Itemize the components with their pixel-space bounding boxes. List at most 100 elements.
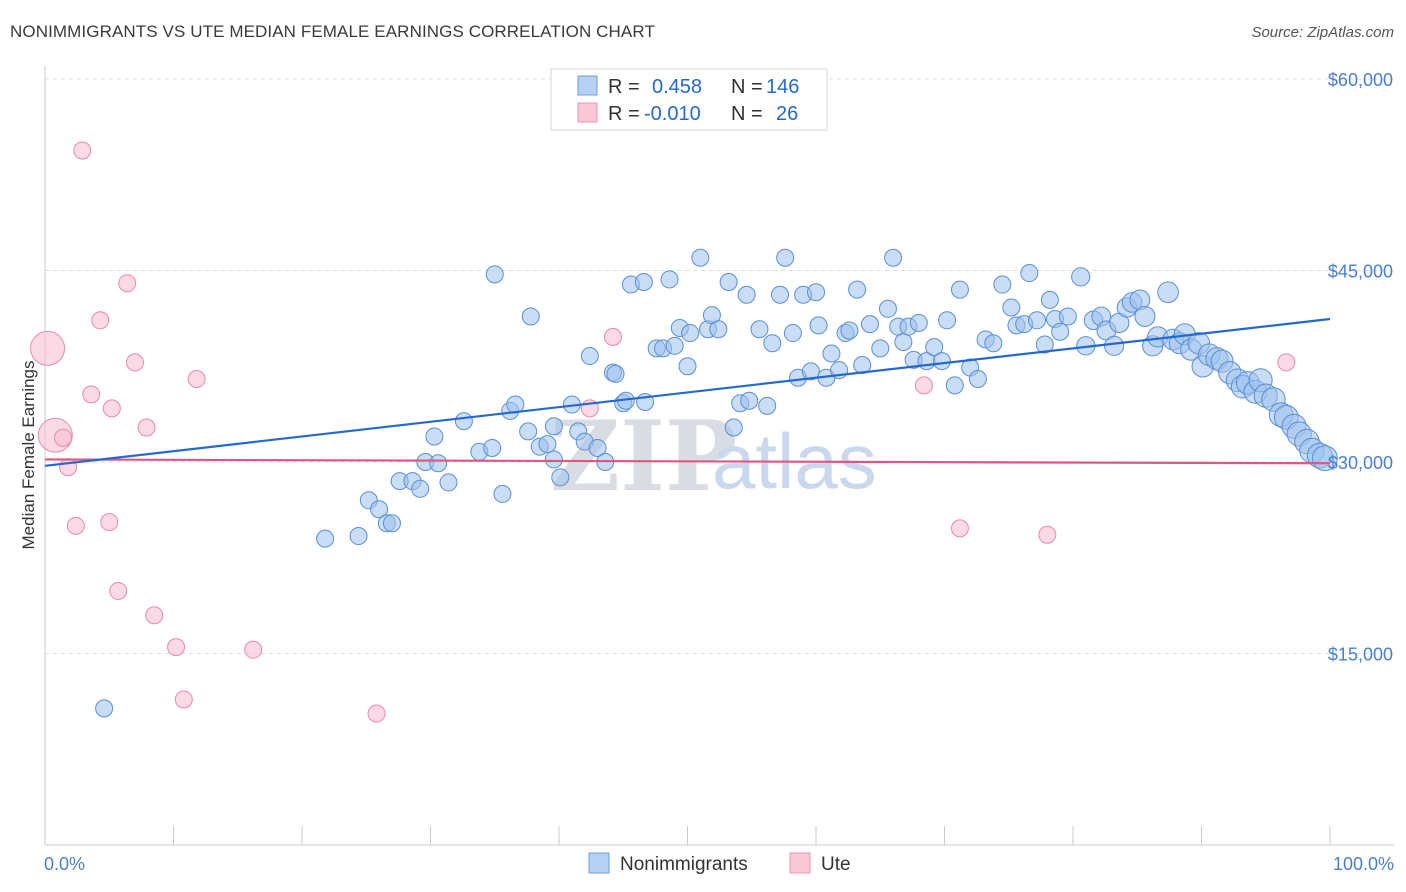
nonimmigrants-point	[1020, 264, 1039, 283]
nonimmigrants-point	[709, 320, 728, 339]
bottom-legend-ute: Ute	[821, 854, 851, 875]
watermark-zip: ZIP	[550, 400, 737, 513]
ute-point	[167, 638, 186, 657]
ute-point	[53, 428, 72, 447]
nonimmigrants-point	[551, 468, 570, 487]
bottom-legend-swatch-nonimmigrants	[588, 852, 610, 874]
nonimmigrants-point	[783, 324, 802, 343]
nonimmigrants-point	[454, 412, 473, 431]
x-tick-label-min: 0.0%	[44, 854, 85, 874]
nonimmigrants-point	[544, 450, 563, 469]
nonimmigrants-point	[758, 396, 777, 415]
nonimmigrants-point	[968, 370, 987, 389]
nonimmigrants-point	[370, 500, 389, 519]
nonimmigrants-point	[1058, 307, 1077, 326]
nonimmigrants-point	[483, 438, 502, 457]
ute-point	[100, 513, 119, 532]
nonimmigrants-point	[871, 339, 890, 358]
watermark: ZIP atlas	[550, 400, 877, 513]
nonimmigrants-trend-line	[44, 317, 1331, 467]
nonimmigrants-point	[1071, 267, 1091, 287]
ute-trend-line	[44, 458, 1331, 465]
legend: R = 0.458 N = 146 R = -0.010 N = 26	[550, 68, 828, 131]
nonimmigrants-point	[485, 265, 504, 284]
ute-point	[118, 274, 137, 293]
nonimmigrants-point	[425, 427, 444, 446]
ute-point	[1038, 525, 1057, 544]
nonimmigrants-point	[807, 283, 825, 302]
nonimmigrants-point	[894, 332, 913, 351]
ute-point	[914, 376, 933, 395]
nonimmigrants-point	[719, 272, 738, 291]
legend-r-label-2: R =	[608, 103, 640, 125]
y-tick-labels: $15,000 $30,000 $45,000 $60,000	[1328, 70, 1393, 665]
ute-point	[367, 704, 386, 723]
nonimmigrants-point	[519, 422, 538, 441]
nonimmigrants-point	[878, 299, 897, 318]
ute-point	[187, 370, 206, 389]
nonimmigrants-point	[411, 479, 430, 498]
nonimmigrants-point	[1157, 281, 1179, 303]
nonimmigrants-point	[95, 699, 114, 718]
nonimmigrants-point	[822, 344, 841, 363]
nonimmigrants-point	[950, 280, 969, 299]
y-tick-label: $60,000	[1328, 70, 1393, 90]
ute-point	[145, 606, 164, 625]
nonimmigrants-point	[724, 418, 743, 437]
ute-point	[137, 418, 156, 437]
ute-point	[125, 353, 144, 372]
nonimmigrants-point	[1040, 290, 1059, 309]
nonimmigrants-point	[884, 248, 903, 267]
chart-title: NONIMMIGRANTS VS UTE MEDIAN FEMALE EARNI…	[10, 22, 655, 41]
ute-point	[174, 690, 193, 709]
nonimmigrants-point	[984, 334, 1003, 353]
legend-r-value-2: -0.010	[644, 103, 701, 125]
x-tick-label-max: 100.0%	[1333, 854, 1394, 874]
nonimmigrants-point	[678, 357, 697, 376]
nonimmigrants-point	[580, 347, 599, 366]
source-credit: Source: ZipAtlas.com	[1251, 24, 1394, 41]
ute-point	[59, 458, 78, 477]
ute-point	[30, 330, 66, 366]
nonimmigrants-point	[945, 376, 964, 395]
ute-point	[1277, 353, 1296, 372]
nonimmigrants-point	[538, 435, 557, 454]
axes	[44, 66, 1394, 846]
nonimmigrants-point	[1035, 335, 1054, 354]
nonimmigrants-point	[909, 313, 928, 332]
bottom-legend-swatch-ute	[789, 852, 811, 874]
y-axis-label: Median Female Earnings	[19, 361, 38, 550]
y-tick-label: $30,000	[1328, 453, 1393, 473]
nonimmigrants-point	[1002, 298, 1021, 317]
nonimmigrants-point	[1134, 305, 1156, 327]
nonimmigrants-point	[606, 364, 625, 383]
nonimmigrants-point	[740, 391, 759, 410]
nonimmigrants-point	[429, 454, 448, 473]
legend-r-label-1: R =	[608, 76, 640, 98]
y-tick-label: $15,000	[1328, 645, 1393, 665]
nonimmigrants-point	[544, 417, 563, 436]
nonimmigrants-point	[860, 315, 879, 334]
ute-point	[66, 516, 85, 535]
ute-point	[102, 399, 121, 418]
legend-n-label-2: N =	[731, 103, 763, 125]
nonimmigrants-point	[1051, 322, 1070, 341]
nonimmigrants-point	[737, 285, 756, 304]
nonimmigrants-point	[763, 334, 782, 353]
nonimmigrants-point	[382, 514, 401, 533]
ute-point	[109, 581, 128, 600]
nonimmigrants-point	[1311, 445, 1338, 472]
nonimmigrants-point	[840, 321, 859, 340]
nonimmigrants-point	[316, 529, 335, 548]
nonimmigrants-point	[993, 275, 1012, 294]
nonimmigrants-point	[634, 272, 653, 291]
ute-point	[82, 385, 101, 404]
nonimmigrants-point	[771, 285, 790, 304]
trend-lines	[44, 317, 1331, 467]
ute-point	[91, 311, 110, 330]
nonimmigrants-points	[95, 248, 1338, 718]
nonimmigrants-point	[660, 270, 679, 289]
legend-r-value-1: 0.458	[652, 76, 702, 98]
nonimmigrants-point	[801, 362, 820, 381]
